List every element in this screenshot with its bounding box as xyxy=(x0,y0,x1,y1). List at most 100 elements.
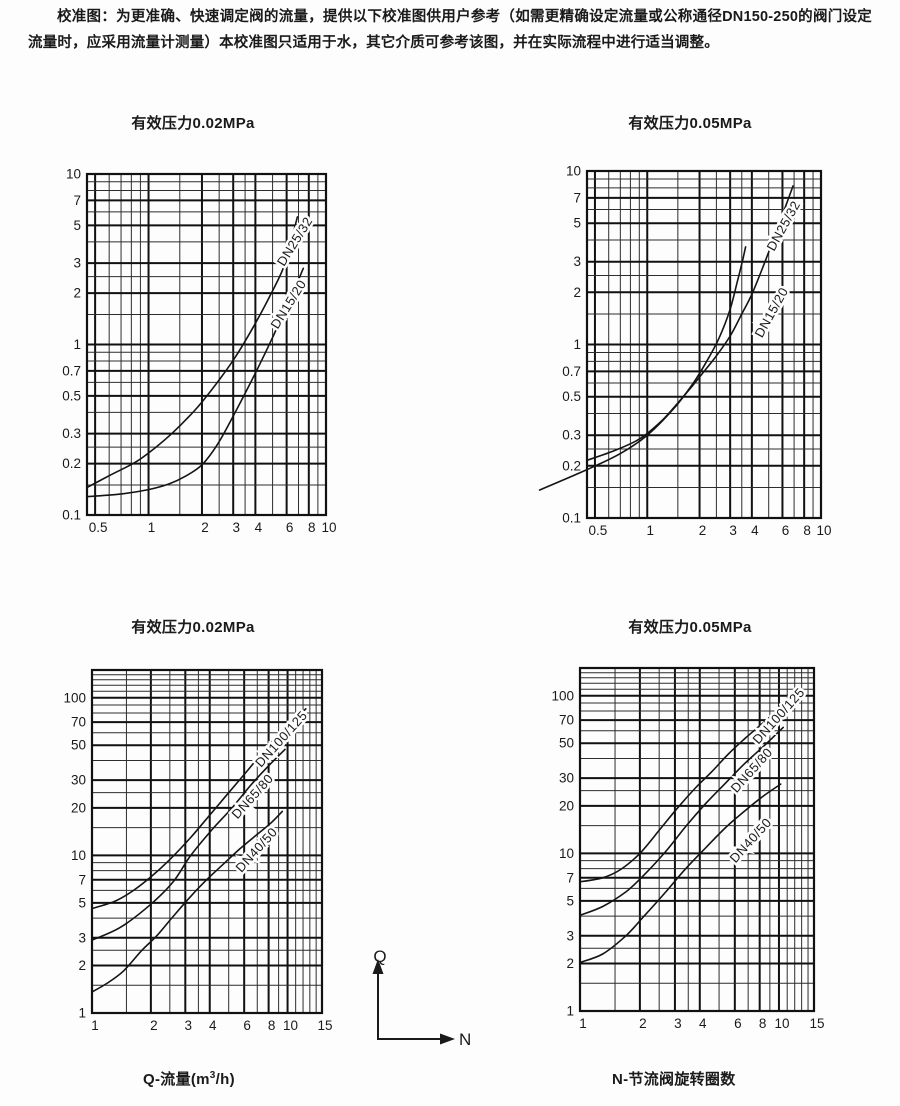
x-tick-label: 8 xyxy=(803,523,811,538)
x-tick-label: 8 xyxy=(268,1018,276,1033)
x-tick-label: 15 xyxy=(809,1016,824,1031)
q-axis-label: Q xyxy=(373,947,386,966)
x-tick-label: 4 xyxy=(699,1016,707,1031)
y-tick-label: 20 xyxy=(71,800,86,815)
curve-DN100-125 xyxy=(91,708,307,910)
x-tick-label: 10 xyxy=(816,523,831,538)
y-tick-label: 5 xyxy=(73,218,81,233)
x-tick-label: 3 xyxy=(232,520,240,535)
y-tick-label: 10 xyxy=(66,167,81,182)
chart-002mpa-dn40-125: 100 70 50 30 20 10 7 5 3 2 1 1 2 3 4 6 8 10 15 DN100/125 DN6… xyxy=(42,662,362,1052)
y-tick-label: 3 xyxy=(573,254,581,269)
y-tick-label: 2 xyxy=(573,285,581,300)
x-tick-label: 15 xyxy=(317,1018,332,1033)
x-tick-label: 8 xyxy=(759,1016,767,1031)
y-tick-label: 1 xyxy=(78,1006,86,1021)
x-tick-label: 6 xyxy=(782,523,790,538)
x-tick-label: 1 xyxy=(579,1016,587,1031)
chart-005mpa-dn40-125: 100 70 50 30 20 10 7 5 3 2 1 1 2 3 4 6 8 10 15 DN100/125 DN6… xyxy=(530,660,850,1050)
x-tick-label: 2 xyxy=(201,520,209,535)
y-tick-label: 0.2 xyxy=(562,458,581,473)
y-tick-label: 0.3 xyxy=(562,428,581,443)
intro-paragraph: 校准图：为更准确、快速调定阀的流量，提供以下校准图供用户参考（如需更精确设定流量… xyxy=(28,9,872,51)
curve-DN40-50 xyxy=(91,810,284,993)
y-tick-label: 7 xyxy=(573,190,581,205)
y-tick-label: 7 xyxy=(566,870,574,885)
x-tick-label: 8 xyxy=(308,520,316,535)
x-tick-label: 4 xyxy=(751,523,759,538)
x-tick-label: 2 xyxy=(639,1016,647,1031)
y-tick-label: 70 xyxy=(559,713,574,728)
x-tick-label: 0.5 xyxy=(89,520,108,535)
curve-DN25-32 xyxy=(586,185,794,462)
y-tick-label: 7 xyxy=(73,193,81,208)
curve-label: DN15/20 xyxy=(268,277,310,331)
y-tick-label: 0.1 xyxy=(62,508,81,523)
q-axis-arrowhead-icon xyxy=(372,959,384,974)
chart-002mpa-dn15-32: 10 7 5 3 2 1 0.7 0.5 0.3 0.2 0.1 0.5 1 2 3 4 6 8 10 DN25/32… xyxy=(37,166,357,556)
x-tick-label: 3 xyxy=(674,1016,682,1031)
plot-frame xyxy=(90,668,324,1015)
x-tick-label: 1 xyxy=(148,520,156,535)
y-tick-label: 1 xyxy=(573,337,581,352)
curve-DN65-80 xyxy=(91,748,286,941)
y-tick-label: 0.3 xyxy=(62,426,81,441)
n-axis-label: N xyxy=(459,1030,471,1049)
chart-005mpa-dn15-32: 10 7 5 3 2 1 0.7 0.5 0.3 0.2 0.1 0.5 1 2 3 4 6 8 10 DN25/32… xyxy=(537,163,857,553)
curve-DN40-50 xyxy=(579,783,782,964)
axis-legend: Q N xyxy=(372,947,471,1049)
y-tick-label: 100 xyxy=(63,690,86,705)
x-tick-label: 0.5 xyxy=(589,523,608,538)
x-tick-label: 2 xyxy=(150,1018,158,1033)
chart-title-1: 有效压力0.02MPa xyxy=(131,115,255,132)
x-tick-label: 3 xyxy=(185,1018,193,1033)
y-tick-label: 100 xyxy=(551,688,574,703)
y-tick-label: 5 xyxy=(566,893,574,908)
y-tick-label: 0.1 xyxy=(562,511,581,526)
x-tick-label: 4 xyxy=(209,1018,217,1033)
y-tick-label: 1 xyxy=(73,337,81,352)
x-tick-label: 10 xyxy=(321,520,336,535)
x-tick-label: 3 xyxy=(729,523,737,538)
caption-turns: N-节流阀旋转圈数 xyxy=(612,1071,736,1088)
y-tick-label: 5 xyxy=(78,895,86,910)
y-tick-label: 0.7 xyxy=(562,364,581,379)
n-axis-arrowhead-icon xyxy=(440,1033,455,1045)
y-tick-label: 0.5 xyxy=(562,389,581,404)
y-tick-label: 0.7 xyxy=(62,363,81,378)
chart-title-2: 有效压力0.05MPa xyxy=(628,115,752,132)
x-tick-label: 4 xyxy=(255,520,263,535)
curve-DN25-32 xyxy=(86,216,299,489)
curve-DN100-125 xyxy=(579,689,802,883)
x-tick-label: 10 xyxy=(774,1016,789,1031)
y-tick-label: 10 xyxy=(71,848,86,863)
y-tick-label: 3 xyxy=(78,930,86,945)
x-tick-label: 1 xyxy=(646,523,654,538)
y-tick-label: 30 xyxy=(71,773,86,788)
curve-label: DN40/50 xyxy=(727,815,775,866)
y-tick-label: 1 xyxy=(566,1004,574,1019)
curve-DN15-20 xyxy=(538,246,747,491)
curve-DN15-20 xyxy=(86,267,305,498)
y-tick-label: 7 xyxy=(78,872,86,887)
y-tick-label: 3 xyxy=(73,256,81,271)
y-tick-label: 3 xyxy=(566,928,574,943)
y-tick-label: 10 xyxy=(566,164,581,179)
y-tick-label: 0.5 xyxy=(62,388,81,403)
x-tick-label: 6 xyxy=(286,520,294,535)
y-tick-label: 2 xyxy=(78,958,86,973)
y-tick-label: 2 xyxy=(73,286,81,301)
y-tick-label: 2 xyxy=(566,956,574,971)
y-tick-label: 50 xyxy=(559,736,574,751)
chart-title-3: 有效压力0.02MPa xyxy=(131,619,255,636)
y-tick-label: 30 xyxy=(559,771,574,786)
y-tick-label: 50 xyxy=(71,738,86,753)
chart-title-4: 有效压力0.05MPa xyxy=(628,619,752,636)
y-tick-label: 5 xyxy=(573,216,581,231)
caption-flow: Q-流量(m3/h) xyxy=(143,1068,235,1089)
